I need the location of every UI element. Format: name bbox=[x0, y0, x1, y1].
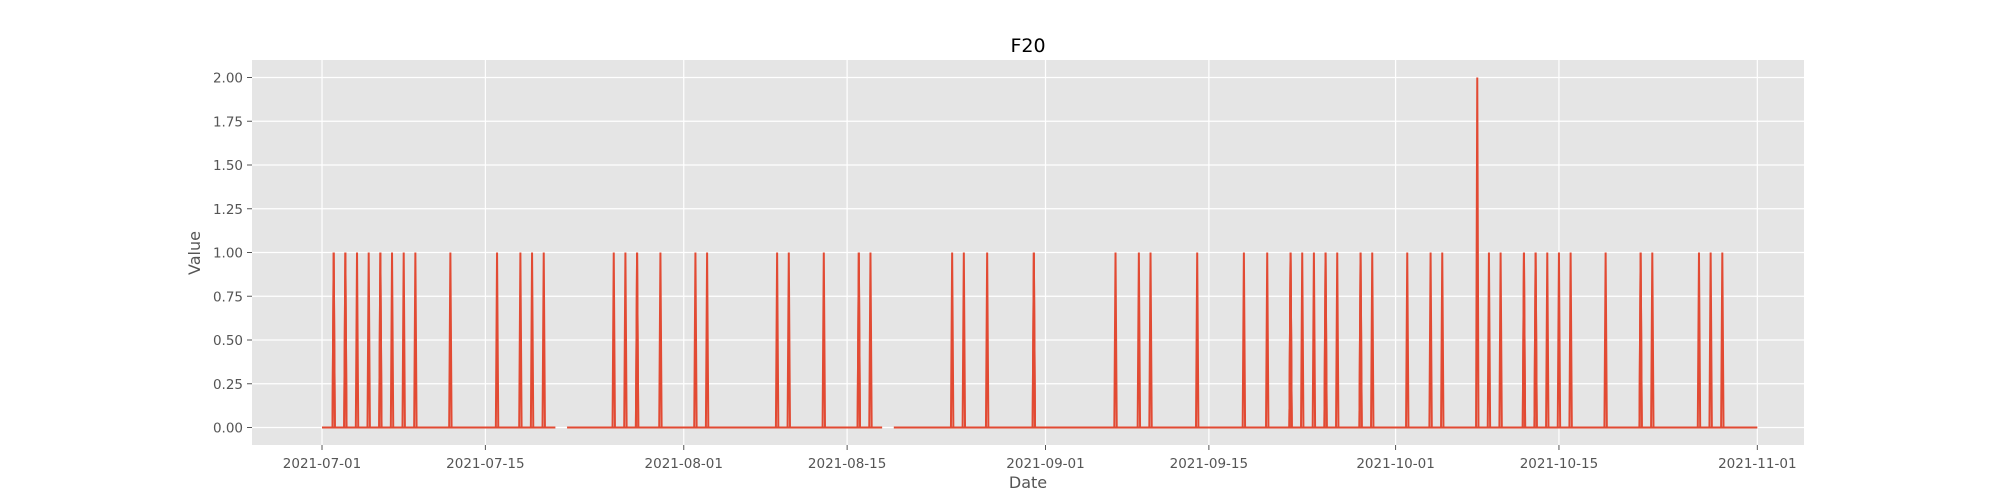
data-spike bbox=[1521, 252, 1527, 428]
series-layer bbox=[322, 77, 1758, 429]
data-spike bbox=[413, 252, 418, 428]
data-spike bbox=[1603, 252, 1608, 428]
data-spike bbox=[658, 252, 663, 428]
data-spike bbox=[1696, 252, 1702, 428]
x-tick-label: 2021-09-01 bbox=[1006, 456, 1084, 472]
data-spike bbox=[1486, 252, 1492, 428]
data-spike bbox=[343, 252, 348, 428]
data-spike bbox=[634, 252, 640, 428]
data-spike bbox=[541, 252, 546, 428]
data-spike bbox=[1265, 252, 1270, 428]
y-axis-label: Value bbox=[185, 231, 204, 275]
x-tick-label: 2021-09-15 bbox=[1170, 456, 1248, 472]
y-tick-label: 0.75 bbox=[213, 289, 243, 305]
x-tick-label: 2021-07-01 bbox=[283, 456, 361, 472]
data-spike bbox=[1533, 252, 1538, 428]
data-spike bbox=[1335, 252, 1340, 428]
data-spike bbox=[949, 252, 955, 428]
data-spike bbox=[623, 252, 628, 428]
data-spike bbox=[1323, 252, 1328, 428]
y-tick-label: 1.00 bbox=[213, 246, 243, 262]
data-spike bbox=[1136, 252, 1142, 428]
data-spike bbox=[1370, 252, 1375, 428]
data-spike bbox=[1638, 252, 1643, 428]
data-spike bbox=[1241, 252, 1247, 428]
data-spike bbox=[1650, 252, 1655, 428]
data-spike bbox=[1498, 252, 1503, 428]
y-axis-ticks: 0.00 0.25 0.50 0.75 1.00 1.25 1.50 1.75 2.00 bbox=[213, 71, 252, 437]
data-spike bbox=[1428, 252, 1433, 428]
data-spike bbox=[1568, 252, 1573, 428]
x-tick-label: 2021-08-01 bbox=[645, 456, 723, 472]
data-spike bbox=[1556, 252, 1562, 428]
data-spike bbox=[611, 252, 616, 428]
data-spike bbox=[1113, 252, 1118, 428]
data-spike bbox=[529, 252, 535, 428]
data-spike bbox=[1475, 77, 1480, 428]
y-tick-label: 2.00 bbox=[213, 71, 243, 87]
data-spike bbox=[401, 252, 406, 428]
x-axis-ticks: 2021-07-01 2021-07-15 2021-08-01 2021-08-15… bbox=[283, 445, 1797, 472]
data-spike bbox=[1148, 252, 1153, 428]
data-spike bbox=[868, 252, 873, 428]
data-spike bbox=[1708, 252, 1713, 428]
y-tick-label: 1.50 bbox=[213, 158, 243, 174]
y-tick-label: 1.25 bbox=[213, 202, 243, 218]
data-spike bbox=[366, 252, 371, 428]
x-tick-label: 2021-07-15 bbox=[446, 456, 524, 472]
data-spike bbox=[1405, 252, 1410, 428]
y-tick-label: 0.25 bbox=[213, 377, 243, 393]
data-spike bbox=[961, 252, 967, 428]
data-spike bbox=[389, 252, 395, 428]
data-spike bbox=[518, 252, 523, 428]
data-spike bbox=[774, 252, 780, 428]
data-spike bbox=[494, 252, 500, 428]
data-spike bbox=[1720, 252, 1725, 428]
data-spike bbox=[856, 252, 861, 428]
data-spike bbox=[984, 252, 990, 428]
y-tick-label: 1.75 bbox=[213, 114, 243, 130]
data-spike bbox=[1195, 252, 1200, 428]
x-tick-label: 2021-08-15 bbox=[808, 456, 886, 472]
data-spike bbox=[1311, 252, 1317, 428]
data-spike bbox=[704, 252, 710, 428]
data-spike bbox=[1545, 252, 1550, 428]
data-spike bbox=[378, 252, 383, 428]
chart-title: F20 bbox=[1010, 35, 1045, 57]
x-tick-label: 2021-11-01 bbox=[1718, 456, 1796, 472]
x-tick-label: 2021-10-15 bbox=[1520, 456, 1598, 472]
data-spike bbox=[1358, 252, 1363, 428]
data-spike bbox=[1031, 252, 1037, 428]
data-spike bbox=[448, 252, 453, 428]
x-tick-label: 2021-10-01 bbox=[1356, 456, 1434, 472]
x-axis-label: Date bbox=[1009, 473, 1047, 492]
data-spike bbox=[786, 252, 791, 428]
data-spike bbox=[1288, 252, 1293, 428]
data-spike bbox=[1300, 252, 1305, 428]
y-tick-label: 0.00 bbox=[213, 421, 243, 437]
data-spike bbox=[821, 252, 826, 428]
data-spike bbox=[331, 252, 336, 428]
y-tick-label: 0.50 bbox=[213, 333, 243, 349]
data-spike bbox=[354, 252, 360, 428]
data-spike bbox=[693, 252, 698, 428]
data-spike bbox=[1440, 252, 1445, 428]
